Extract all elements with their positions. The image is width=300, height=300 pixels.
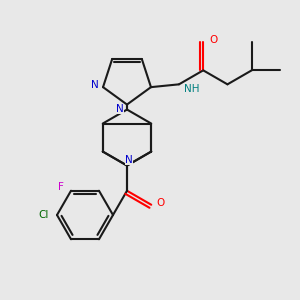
Text: Cl: Cl [39, 210, 49, 220]
Text: N: N [91, 80, 99, 90]
Text: F: F [58, 182, 64, 192]
Text: O: O [156, 198, 164, 208]
Text: NH: NH [184, 84, 200, 94]
Text: N: N [116, 103, 124, 114]
Text: N: N [125, 154, 133, 165]
Text: O: O [209, 35, 217, 45]
